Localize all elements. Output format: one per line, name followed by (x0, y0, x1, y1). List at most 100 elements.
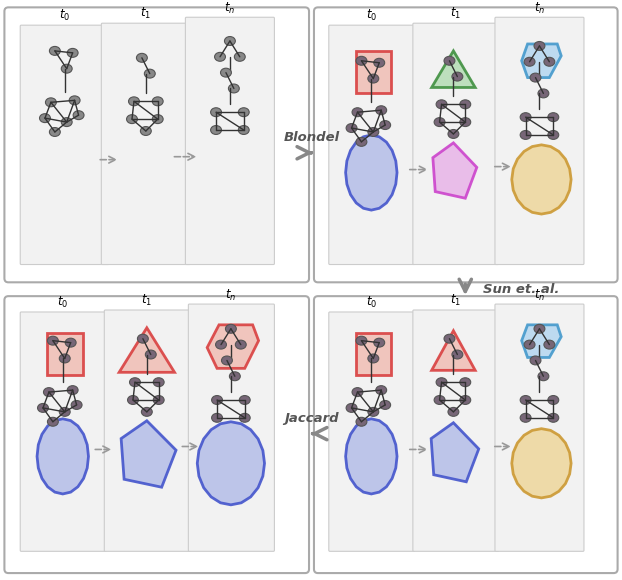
Ellipse shape (211, 396, 223, 404)
Ellipse shape (374, 338, 384, 347)
Ellipse shape (221, 356, 233, 365)
Ellipse shape (368, 128, 379, 136)
Ellipse shape (62, 118, 72, 126)
Ellipse shape (544, 57, 555, 66)
Ellipse shape (59, 354, 70, 363)
Ellipse shape (356, 56, 367, 65)
FancyBboxPatch shape (314, 296, 618, 573)
Ellipse shape (538, 372, 549, 380)
FancyBboxPatch shape (4, 296, 309, 573)
Polygon shape (522, 325, 561, 357)
Text: Blondel: Blondel (284, 132, 340, 144)
Ellipse shape (225, 37, 235, 45)
FancyBboxPatch shape (104, 310, 190, 552)
Ellipse shape (153, 378, 164, 387)
Ellipse shape (520, 130, 531, 139)
Ellipse shape (238, 125, 249, 135)
FancyBboxPatch shape (413, 23, 499, 264)
Ellipse shape (346, 404, 357, 412)
Ellipse shape (128, 396, 139, 404)
Text: $t_1$: $t_1$ (450, 293, 461, 308)
FancyBboxPatch shape (185, 17, 274, 264)
Polygon shape (512, 429, 571, 498)
Ellipse shape (452, 350, 463, 359)
Ellipse shape (69, 96, 80, 105)
Polygon shape (356, 333, 391, 375)
Ellipse shape (534, 42, 545, 50)
Ellipse shape (225, 324, 236, 334)
Ellipse shape (44, 387, 54, 397)
Ellipse shape (352, 108, 363, 117)
Polygon shape (512, 145, 571, 214)
Ellipse shape (544, 340, 555, 349)
Ellipse shape (40, 114, 50, 122)
Ellipse shape (534, 324, 545, 334)
Ellipse shape (524, 57, 535, 66)
Ellipse shape (356, 417, 367, 426)
Ellipse shape (352, 387, 363, 397)
Ellipse shape (368, 354, 379, 363)
Ellipse shape (448, 129, 459, 139)
Ellipse shape (216, 340, 226, 349)
Ellipse shape (346, 124, 357, 132)
Polygon shape (207, 325, 259, 368)
Ellipse shape (228, 84, 239, 93)
Ellipse shape (136, 53, 147, 62)
Ellipse shape (448, 407, 459, 416)
Ellipse shape (146, 350, 156, 359)
Ellipse shape (460, 378, 471, 387)
Ellipse shape (368, 407, 379, 416)
Polygon shape (432, 331, 475, 371)
Text: $t_1$: $t_1$ (141, 293, 152, 308)
Ellipse shape (376, 386, 387, 394)
Ellipse shape (62, 64, 72, 73)
Ellipse shape (548, 130, 559, 139)
FancyBboxPatch shape (329, 25, 415, 264)
Text: Sun et. al.: Sun et. al. (483, 283, 559, 296)
Ellipse shape (444, 334, 455, 343)
Ellipse shape (376, 106, 387, 115)
Ellipse shape (65, 338, 76, 347)
Text: $t_0$: $t_0$ (59, 8, 70, 23)
Ellipse shape (368, 74, 379, 83)
Polygon shape (37, 419, 88, 494)
Polygon shape (522, 44, 561, 78)
FancyBboxPatch shape (329, 312, 415, 552)
Ellipse shape (460, 118, 471, 126)
Ellipse shape (452, 72, 463, 81)
Ellipse shape (144, 69, 156, 78)
Ellipse shape (126, 115, 137, 124)
Ellipse shape (211, 125, 221, 135)
Ellipse shape (460, 396, 471, 404)
Ellipse shape (230, 372, 240, 380)
Ellipse shape (67, 386, 78, 394)
Ellipse shape (215, 52, 225, 61)
Ellipse shape (45, 98, 57, 107)
Ellipse shape (59, 407, 70, 416)
Polygon shape (346, 135, 397, 210)
Ellipse shape (129, 378, 141, 387)
Ellipse shape (520, 113, 531, 122)
Ellipse shape (211, 108, 221, 117)
Ellipse shape (129, 97, 139, 106)
Ellipse shape (380, 121, 391, 129)
Ellipse shape (444, 56, 455, 65)
Text: $t_0$: $t_0$ (366, 295, 377, 310)
Ellipse shape (153, 396, 164, 404)
Ellipse shape (73, 111, 84, 119)
Ellipse shape (356, 336, 367, 345)
Ellipse shape (380, 401, 391, 409)
FancyBboxPatch shape (21, 312, 106, 552)
Ellipse shape (434, 396, 445, 404)
Ellipse shape (356, 137, 367, 146)
Polygon shape (433, 143, 477, 198)
Ellipse shape (530, 73, 541, 82)
FancyBboxPatch shape (21, 25, 109, 264)
Ellipse shape (67, 48, 78, 57)
Ellipse shape (211, 414, 223, 422)
Polygon shape (47, 333, 83, 375)
FancyBboxPatch shape (495, 304, 584, 552)
Ellipse shape (47, 336, 58, 345)
Ellipse shape (530, 356, 541, 365)
Text: $t_1$: $t_1$ (450, 6, 461, 21)
